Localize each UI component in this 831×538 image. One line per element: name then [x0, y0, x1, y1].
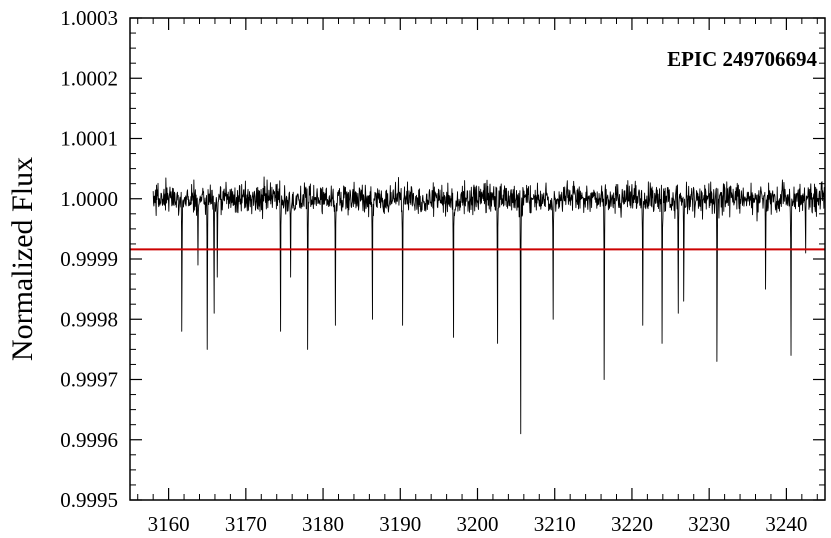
x-tick-label: 3240 [765, 512, 807, 536]
y-tick-label: 0.9999 [60, 247, 118, 271]
x-tick-label: 3180 [302, 512, 344, 536]
y-tick-label: 1.0001 [60, 127, 118, 151]
y-tick-label: 0.9997 [60, 368, 118, 392]
x-tick-label: 3230 [688, 512, 730, 536]
x-axis-ticks: 3160 3170 3180 3190 3200 3210 3220 3230 3240 [137, 18, 818, 536]
y-tick-label: 1.0000 [60, 187, 118, 211]
x-tick-label: 3190 [379, 512, 421, 536]
y-axis-ticks: 0.9995 0.9996 0.9997 0.9998 0.9999 1.0000 1.00… [60, 6, 825, 512]
x-tick-label: 3170 [225, 512, 267, 536]
y-tick-label: 1.0003 [60, 6, 118, 30]
y-axis-label: Normalized Flux [6, 157, 39, 361]
x-tick-label: 3210 [534, 512, 576, 536]
x-tick-label: 3220 [611, 512, 653, 536]
x-tick-label: 3200 [457, 512, 499, 536]
y-tick-label: 0.9995 [60, 488, 118, 512]
plot-frame [129, 17, 826, 501]
x-tick-label: 3160 [148, 512, 190, 536]
y-tick-label: 0.9998 [60, 307, 118, 331]
target-annotation: EPIC 249706694 [667, 47, 817, 71]
flux-series-line [152, 176, 826, 435]
y-axis-label-group: Normalized Flux [6, 157, 39, 361]
y-tick-label: 1.0002 [60, 66, 118, 90]
plot-area [130, 176, 826, 435]
y-tick-label: 0.9996 [60, 428, 118, 452]
